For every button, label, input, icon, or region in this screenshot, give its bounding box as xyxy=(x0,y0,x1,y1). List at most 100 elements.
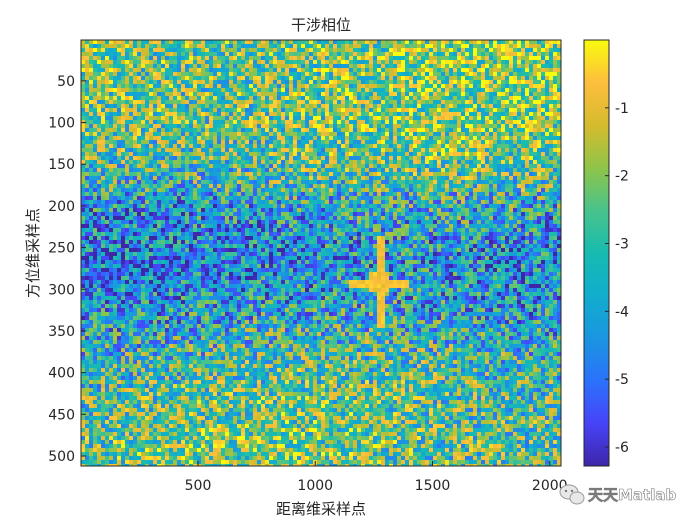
heatmap-cell xyxy=(93,140,98,145)
heatmap-cell xyxy=(129,72,134,77)
heatmap-cell xyxy=(241,156,246,161)
heatmap-cell xyxy=(449,164,454,169)
heatmap-cell xyxy=(457,180,462,185)
heatmap-cell xyxy=(157,124,162,129)
heatmap-cell xyxy=(497,200,502,205)
heatmap-cell xyxy=(393,120,398,125)
heatmap-cell xyxy=(425,128,430,133)
heatmap-cell xyxy=(149,128,154,133)
heatmap-cell xyxy=(529,184,534,189)
heatmap-cell xyxy=(253,88,258,93)
heatmap-cell xyxy=(545,124,550,129)
heatmap-cell xyxy=(409,196,414,201)
heatmap-cell xyxy=(441,168,446,173)
heatmap-cell xyxy=(129,180,134,185)
heatmap-cell xyxy=(345,132,350,137)
heatmap-cell xyxy=(109,104,114,109)
heatmap-cell xyxy=(545,140,550,145)
heatmap-cell xyxy=(541,136,546,141)
heatmap-cell xyxy=(369,96,374,101)
heatmap-cell xyxy=(549,152,554,157)
heatmap-cell xyxy=(101,60,106,65)
heatmap-cell xyxy=(385,104,390,109)
heatmap-cell xyxy=(185,100,190,105)
heatmap-cell xyxy=(285,156,290,161)
heatmap-cell xyxy=(481,84,486,89)
heatmap-cell xyxy=(441,72,446,77)
heatmap-cell xyxy=(417,80,422,85)
heatmap-cell xyxy=(289,56,294,61)
heatmap-cell xyxy=(101,184,106,189)
heatmap-cell xyxy=(157,184,162,189)
heatmap-cell xyxy=(353,176,358,181)
heatmap-cell xyxy=(389,72,394,77)
heatmap-cell xyxy=(553,76,558,81)
heatmap-cell xyxy=(381,204,386,209)
heatmap-cell xyxy=(357,120,362,125)
heatmap-cell xyxy=(105,56,110,61)
heatmap-cell xyxy=(513,160,518,165)
heatmap-cell xyxy=(193,136,198,141)
heatmap-cell xyxy=(113,124,118,129)
heatmap-cell xyxy=(337,192,342,197)
heatmap-cell xyxy=(545,108,550,113)
heatmap-cell xyxy=(97,192,102,197)
heatmap-cell xyxy=(529,188,534,193)
heatmap-cell xyxy=(301,52,306,57)
heatmap-cell xyxy=(177,152,182,157)
heatmap-cell xyxy=(501,188,506,193)
heatmap-cell xyxy=(177,192,182,197)
heatmap-cell xyxy=(533,180,538,185)
heatmap-cell xyxy=(101,124,106,129)
heatmap-cell xyxy=(261,168,266,173)
heatmap-cell xyxy=(293,132,298,137)
heatmap-cell xyxy=(165,168,170,173)
heatmap-cell xyxy=(409,120,414,125)
heatmap-cell xyxy=(521,164,526,169)
heatmap-cell xyxy=(265,136,270,141)
heatmap-cell xyxy=(209,76,214,81)
heatmap-cell xyxy=(485,128,490,133)
heatmap-cell xyxy=(401,200,406,205)
heatmap-cell xyxy=(497,172,502,177)
heatmap-cell xyxy=(509,72,514,77)
heatmap-cell xyxy=(217,44,222,49)
heatmap-cell xyxy=(533,52,538,57)
heatmap-cell xyxy=(113,136,118,141)
heatmap-cell xyxy=(129,152,134,157)
heatmap-cell xyxy=(473,92,478,97)
heatmap-cell xyxy=(529,116,534,121)
heatmap-cell xyxy=(313,188,318,193)
heatmap-cell xyxy=(333,124,338,129)
heatmap-cell xyxy=(241,120,246,125)
heatmap-cell xyxy=(313,204,318,209)
heatmap-cell xyxy=(193,100,198,105)
heatmap-cell xyxy=(529,68,534,73)
heatmap-cell xyxy=(449,56,454,61)
heatmap-cell xyxy=(329,108,334,113)
heatmap-cell xyxy=(173,136,178,141)
heatmap-cell xyxy=(309,52,314,57)
heatmap-cell xyxy=(125,128,130,133)
heatmap-cell xyxy=(101,172,106,177)
heatmap-cell xyxy=(469,196,474,201)
heatmap-cell xyxy=(241,88,246,93)
heatmap-cell xyxy=(257,196,262,201)
heatmap-cell xyxy=(81,92,86,97)
heatmap-cell xyxy=(321,184,326,189)
heatmap-cell xyxy=(333,64,338,69)
heatmap-cell xyxy=(357,52,362,57)
heatmap-cell xyxy=(209,44,214,49)
heatmap-cell xyxy=(193,180,198,185)
heatmap-cell xyxy=(125,80,130,85)
heatmap-cell xyxy=(109,128,114,133)
heatmap-cell xyxy=(157,188,162,193)
heatmap-cell xyxy=(473,40,478,45)
heatmap-cell xyxy=(417,56,422,61)
heatmap-cell xyxy=(453,156,458,161)
heatmap-cell xyxy=(149,52,154,57)
heatmap-cell xyxy=(505,144,510,149)
heatmap-cell xyxy=(89,160,94,165)
heatmap-cell xyxy=(465,100,470,105)
heatmap-cell xyxy=(269,172,274,177)
